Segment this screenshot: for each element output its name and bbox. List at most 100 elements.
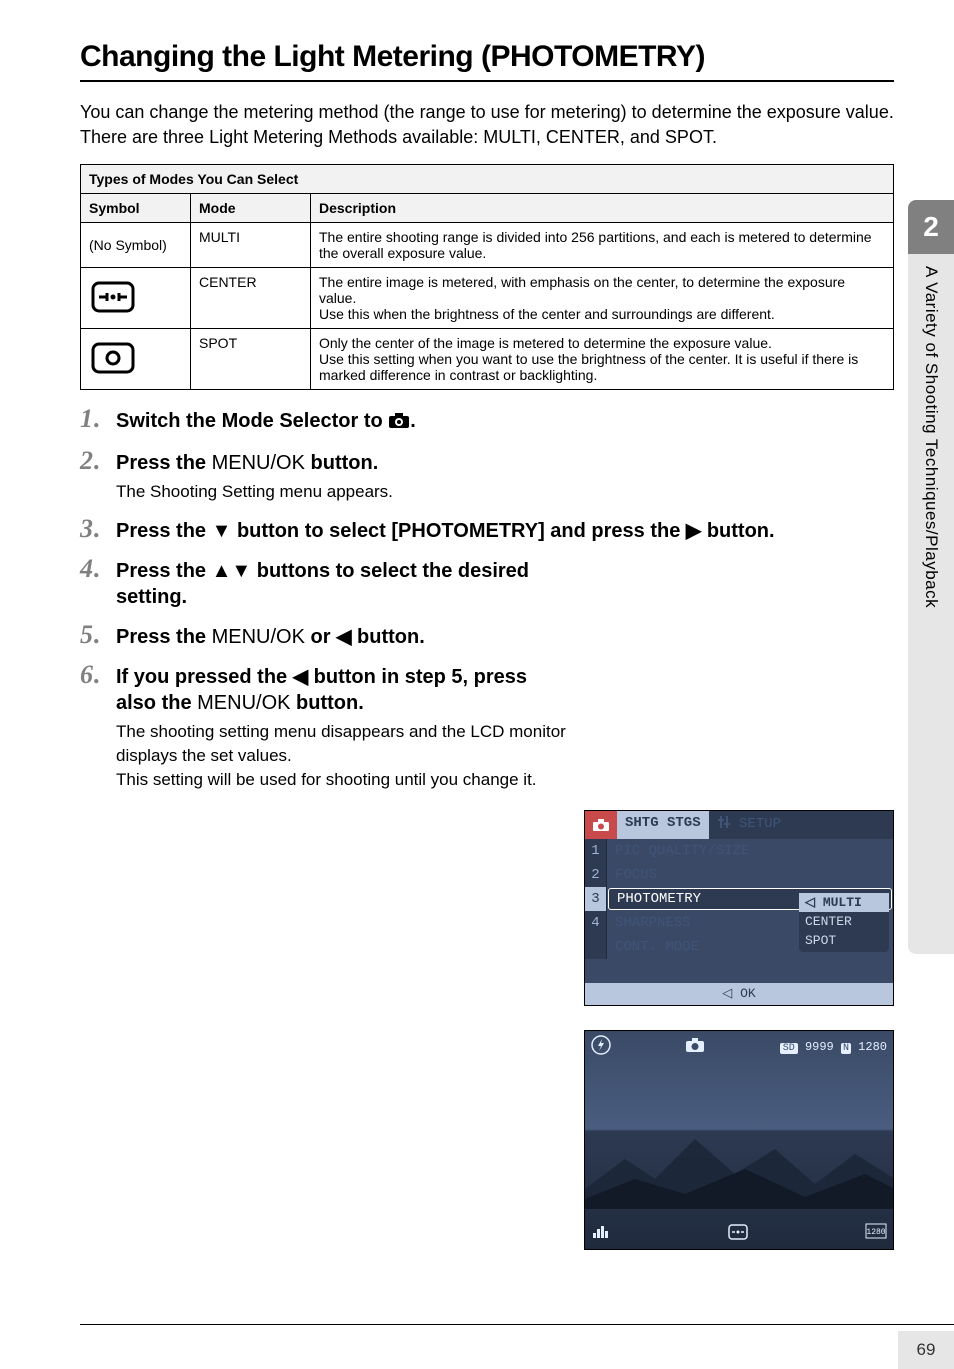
menu-ok-text: MENU/OK — [212, 452, 305, 474]
step-number: 1 — [80, 404, 100, 434]
menu-tab-setup: SETUP — [709, 811, 789, 839]
menu-idx: 1 — [585, 839, 607, 863]
menu-label: FOCUS — [607, 867, 893, 883]
sd-badge: SD — [780, 1043, 798, 1054]
menu-screenshot: SHTG STGS SETUP 1 PIC QUALITY/SIZE 2 FOC… — [584, 810, 894, 1006]
scene-screenshot: SD 9999 N 1280 1280 — [584, 1030, 894, 1250]
setup-label: SETUP — [739, 816, 781, 832]
page-number: 69 — [898, 1331, 954, 1369]
page-footer: 69 — [80, 1324, 954, 1325]
flash-icon — [591, 1035, 611, 1059]
scene-counter: SD 9999 N 1280 — [780, 1040, 887, 1054]
step-number: 6 — [80, 660, 100, 690]
menu-label: PIC QUALITY/SIZE — [607, 843, 893, 859]
step-text-end: . — [410, 410, 416, 432]
step-text-end: button. — [290, 692, 363, 714]
size-icon: 1280 — [865, 1223, 887, 1245]
histogram-icon — [591, 1223, 611, 1245]
step-1: 1 Switch the Mode Selector to . — [80, 408, 894, 436]
step-number: 2 — [80, 446, 100, 476]
center-meter-small-icon — [727, 1223, 749, 1245]
step-text-end: button. — [305, 452, 378, 474]
n-badge: N — [841, 1043, 851, 1054]
symbol-none: (No Symbol) — [81, 223, 191, 268]
menu-idx: 4 — [585, 911, 607, 935]
side-tab: 2 A Variety of Shooting Techniques/Playb… — [908, 200, 954, 1140]
scene-bottom-icons: 1280 — [591, 1223, 887, 1245]
table-caption: Types of Modes You Can Select — [81, 165, 894, 194]
modes-table: Types of Modes You Can Select Symbol Mod… — [80, 164, 894, 390]
counter-val: 9999 — [805, 1040, 834, 1054]
steps-list: 1 Switch the Mode Selector to . 2 Press … — [80, 408, 894, 791]
menu-camera-icon — [585, 811, 617, 839]
intro-line-1: You can change the metering method (the … — [80, 102, 894, 122]
desc-cell: Only the center of the image is metered … — [311, 329, 894, 390]
chapter-label: A Variety of Shooting Techniques/Playbac… — [921, 266, 941, 608]
symbol-center — [81, 268, 191, 329]
step-heading: Press the MENU/OK or ◀ button. — [116, 624, 566, 650]
mountain-graphic — [585, 1129, 894, 1209]
mode-cell: CENTER — [191, 268, 311, 329]
table-row: (No Symbol) MULTI The entire shooting ra… — [81, 223, 894, 268]
intro-line-2: There are three Light Metering Methods a… — [80, 127, 717, 147]
step-text: Switch the Mode Selector to — [116, 410, 388, 432]
chapter-number: 2 — [908, 200, 954, 254]
col-symbol: Symbol — [81, 194, 191, 223]
step-heading: Switch the Mode Selector to . — [116, 408, 894, 436]
desc-cell: The entire image is metered, with emphas… — [311, 268, 894, 329]
step-number: 3 — [80, 514, 100, 544]
page-title: Changing the Light Metering (PHOTOMETRY) — [80, 40, 894, 82]
menu-ok-text: MENU/OK — [197, 692, 290, 714]
step-2: 2 Press the MENU/OK button. The Shooting… — [80, 450, 894, 504]
screenshots-area: SHTG STGS SETUP 1 PIC QUALITY/SIZE 2 FOC… — [584, 810, 894, 1274]
step-text: Press the — [116, 452, 212, 474]
center-meter-icon — [89, 279, 137, 318]
step-3: 3 Press the ▼ button to select [PHOTOMET… — [80, 518, 894, 544]
size-val: 1280 — [851, 1040, 887, 1054]
opt-label: MULTI — [823, 895, 862, 910]
menu-tab-active: SHTG STGS — [617, 811, 709, 839]
step-heading: Press the MENU/OK button. — [116, 450, 894, 476]
step-body: The shooting setting menu disappears and… — [116, 720, 566, 791]
table-row: CENTER The entire image is metered, with… — [81, 268, 894, 329]
mode-cell: SPOT — [191, 329, 311, 390]
col-desc: Description — [311, 194, 894, 223]
step-heading: Press the ▼ button to select [PHOTOMETRY… — [116, 518, 894, 544]
ok-label: OK — [740, 986, 756, 1001]
menu-row: 1 PIC QUALITY/SIZE — [585, 839, 893, 863]
step-text-end: or ◀ button. — [305, 626, 425, 648]
chapter-label-wrap: A Variety of Shooting Techniques/Playbac… — [908, 254, 954, 954]
step-4: 4 Press the ▲▼ buttons to select the des… — [80, 558, 894, 610]
col-mode: Mode — [191, 194, 311, 223]
menu-idx: 3 — [585, 887, 607, 911]
scene-camera-icon — [685, 1037, 705, 1057]
step-6: 6 If you pressed the ◀ button in step 5,… — [80, 664, 894, 791]
mode-cell: MULTI — [191, 223, 311, 268]
step-number: 5 — [80, 620, 100, 650]
spot-meter-icon — [89, 340, 137, 379]
menu-idx — [585, 935, 607, 959]
option-item: CENTER — [799, 912, 889, 931]
intro-paragraph: You can change the metering method (the … — [80, 100, 894, 150]
step-heading: If you pressed the ◀ button in step 5, p… — [116, 664, 566, 716]
step-heading: Press the ▲▼ buttons to select the desir… — [116, 558, 566, 610]
symbol-spot — [81, 329, 191, 390]
step-body: The Shooting Setting menu appears. — [116, 480, 894, 504]
menu-row: 2 FOCUS — [585, 863, 893, 887]
step-text: Press the — [116, 626, 212, 648]
step-number: 4 — [80, 554, 100, 584]
option-selected: ◁ MULTI — [799, 893, 889, 912]
step-5: 5 Press the MENU/OK or ◀ button. — [80, 624, 894, 650]
desc-cell: The entire shooting range is divided int… — [311, 223, 894, 268]
scene-top-icons: SD 9999 N 1280 — [591, 1035, 887, 1059]
menu-tabs: SHTG STGS SETUP — [585, 811, 893, 839]
option-item: SPOT — [799, 931, 889, 950]
svg-text:1280: 1280 — [866, 1228, 885, 1237]
table-row: SPOT Only the center of the image is met… — [81, 329, 894, 390]
menu-ok-text: MENU/OK — [212, 626, 305, 648]
menu-item-list: 1 PIC QUALITY/SIZE 2 FOCUS 3 PHOTOMETRY … — [585, 839, 893, 959]
menu-idx: 2 — [585, 863, 607, 887]
menu-ok-bar: ◁ OK — [585, 983, 893, 1005]
menu-options: ◁ MULTI CENTER SPOT — [799, 891, 889, 952]
camera-icon — [388, 410, 410, 436]
